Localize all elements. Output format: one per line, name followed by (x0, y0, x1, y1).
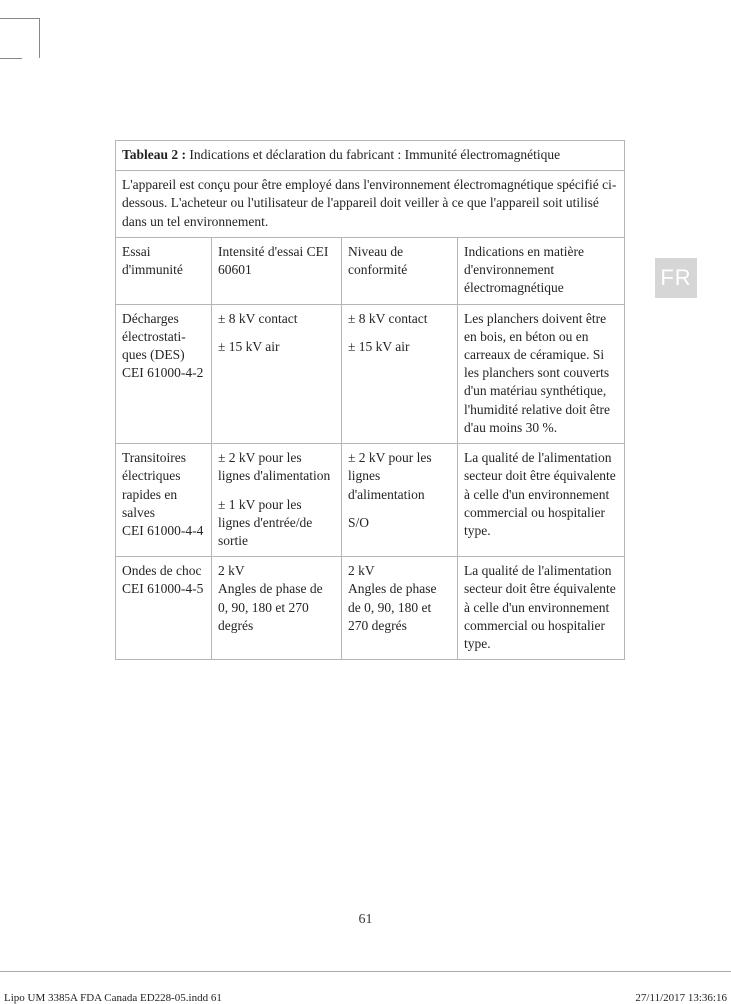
cell: ± 8 kV contact± 15 kV air (212, 304, 342, 444)
language-tab: FR (655, 258, 697, 298)
footer-timestamp: 27/11/2017 13:36:16 (635, 992, 727, 1004)
cell: Les planchers doivent être en bois, en b… (458, 304, 625, 444)
page-number: 61 (0, 912, 731, 928)
header-niveau: Niveau de conformité (342, 237, 458, 304)
page: FR Tableau 2 : Indications et déclaratio… (0, 0, 731, 1000)
header-intensite: Intensité d'essai CEI 60601 (212, 237, 342, 304)
crop-mark (0, 971, 731, 972)
table-title-text: Indications et déclaration du fabricant … (186, 147, 560, 162)
crop-mark (0, 58, 22, 59)
emc-table: Tableau 2 : Indications et déclaration d… (115, 140, 625, 660)
footer-file: Lipo UM 3385A FDA Canada ED228-05.indd 6… (4, 992, 222, 1004)
table-intro-row: L'appareil est conçu pour être employé d… (116, 171, 625, 238)
table-row: Décharges électrostati-ques (DES)CEI 610… (116, 304, 625, 444)
cell: Transitoires électriques rapides en salv… (116, 444, 212, 557)
table-header-row: Essai d'immunité Intensité d'essai CEI 6… (116, 237, 625, 304)
cell: La qualité de l'alimentation secteur doi… (458, 557, 625, 660)
table-row: Ondes de chocCEI 61000-4-5 2 kVAngles de… (116, 557, 625, 660)
cell: Ondes de chocCEI 61000-4-5 (116, 557, 212, 660)
cell: ± 2 kV pour les lignes d'alimentation± 1… (212, 444, 342, 557)
cell: Décharges électrostati-ques (DES)CEI 610… (116, 304, 212, 444)
cell: 2 kVAngles de phase de 0, 90, 180 et 270… (342, 557, 458, 660)
table-title-cell: Tableau 2 : Indications et déclaration d… (116, 141, 625, 171)
cell: ± 2 kV pour les lignes d'alimentationS/O (342, 444, 458, 557)
crop-mark (0, 18, 40, 58)
header-indications: Indications en matière d'environnement é… (458, 237, 625, 304)
cell: ± 8 kV contact± 15 kV air (342, 304, 458, 444)
table-title-bold: Tableau 2 : (122, 147, 186, 162)
header-essai: Essai d'immunité (116, 237, 212, 304)
cell: La qualité de l'alimentation secteur doi… (458, 444, 625, 557)
table-intro-cell: L'appareil est conçu pour être employé d… (116, 171, 625, 238)
table-row: Transitoires électriques rapides en salv… (116, 444, 625, 557)
content-area: Tableau 2 : Indications et déclaration d… (115, 140, 625, 660)
table-title-row: Tableau 2 : Indications et déclaration d… (116, 141, 625, 171)
cell: 2 kVAngles de phase de 0, 90, 180 et 270… (212, 557, 342, 660)
